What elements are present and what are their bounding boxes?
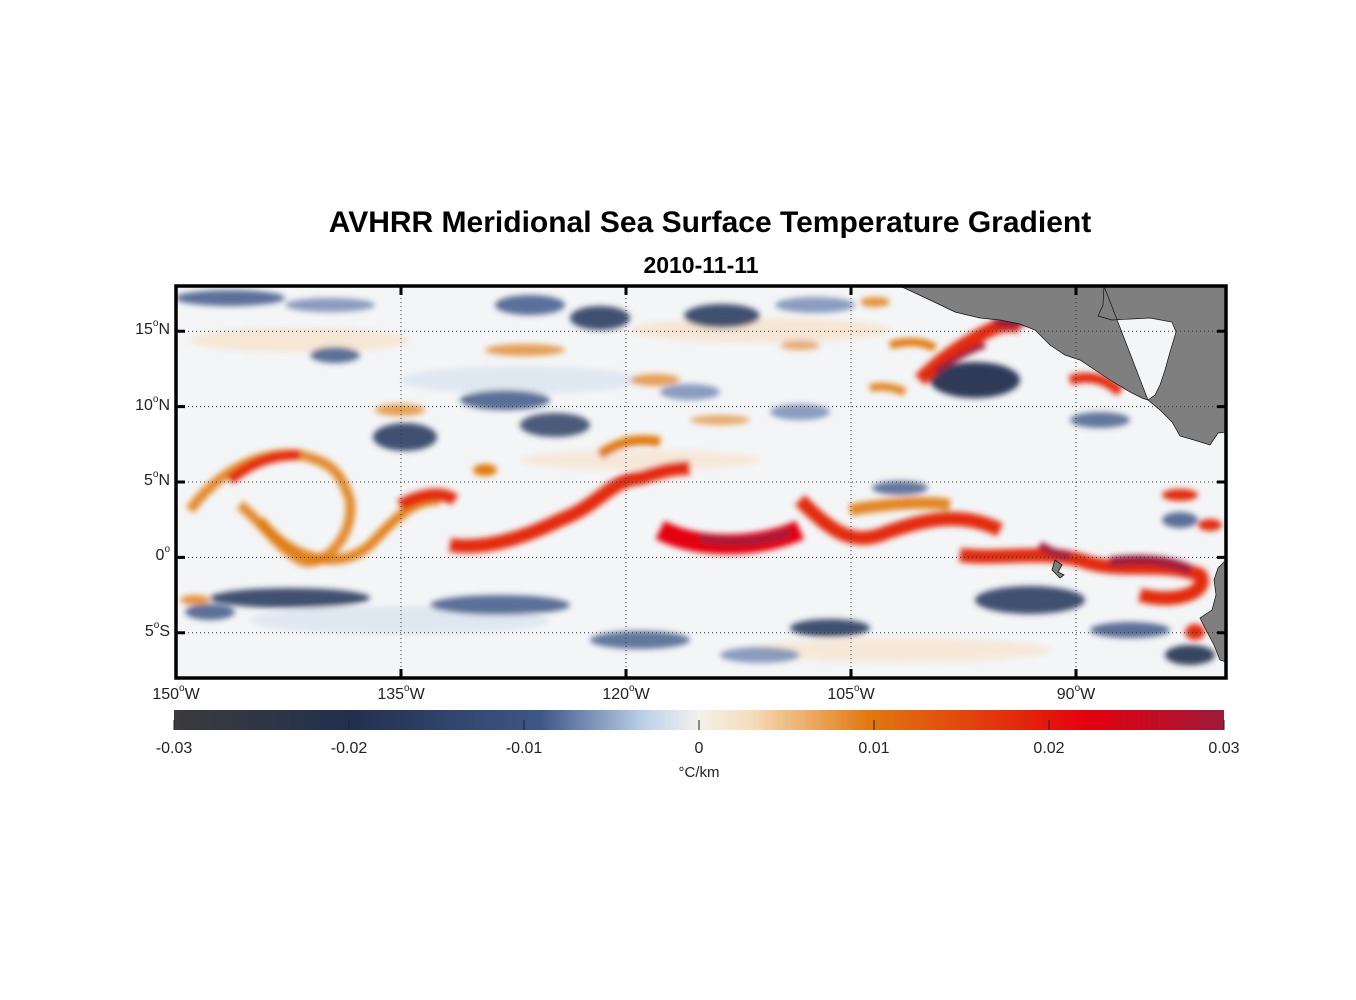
lat-label: 10oN [135,393,170,414]
lon-label: 150oW [152,683,200,704]
map-gridlines [175,286,1226,678]
lon-label: 90oW [1056,683,1096,704]
colorbar-tick-label: 0.01 [858,740,890,757]
colorbar-tick-label: 0.03 [1208,740,1240,757]
land-galapagos [1051,559,1065,579]
land-south-america [1199,559,1226,663]
colorbar-ticks [173,720,1225,730]
land-central-america [899,286,1226,446]
lat-label: 5oN [143,469,170,490]
lat-label: 15oN [135,318,170,339]
figure-title: AVHRR Meridional Sea Surface Temperature… [328,206,1092,239]
colorbar-tick-label: 0.02 [1033,740,1065,757]
lon-label: 120oW [602,683,650,704]
colorbar-unit-label: °C/km [678,764,720,781]
colorbar-tick-label: 0 [694,740,704,757]
map-frame-ticks [174,286,1226,678]
colorbar-tick-label: -0.02 [330,740,368,757]
lat-label: 5oS [144,619,170,640]
colorbar-tick-label: -0.03 [155,740,193,757]
lon-label: 105oW [827,683,875,704]
colorbar-tick-label: -0.01 [505,740,543,757]
lat-label: 0o [155,544,170,565]
lon-label: 135oW [377,683,425,704]
figure-subtitle: 2010-11-11 [643,252,759,278]
sst-gradient-field [176,286,1226,678]
